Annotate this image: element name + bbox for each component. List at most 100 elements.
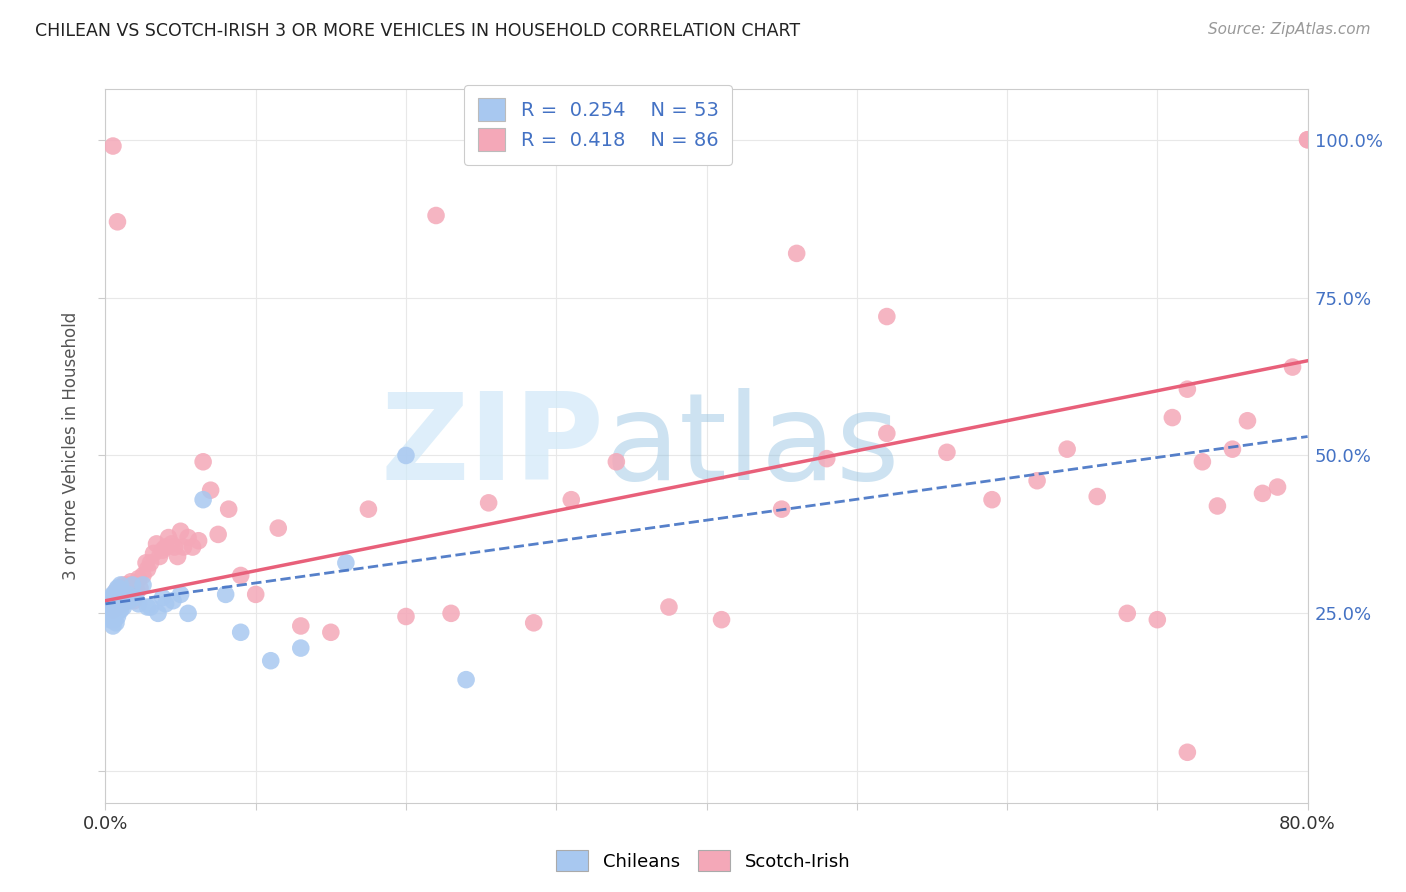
Point [128, 597, 150, 611]
Point [101, 591, 124, 605]
Point [110, 581, 132, 595]
Point [139, 556, 162, 570]
Point [100, 591, 122, 605]
Point [108, 603, 131, 617]
Point [395, 449, 418, 463]
Point [114, 591, 136, 605]
Point [125, 584, 148, 599]
Point [135, 556, 157, 570]
Point [115, 584, 138, 599]
Point [181, 540, 204, 554]
Point [214, 587, 236, 601]
Point [605, 455, 627, 469]
Point [1146, 613, 1168, 627]
Point [1296, 133, 1319, 147]
Point [876, 426, 898, 441]
Point [425, 209, 447, 223]
Point [145, 537, 167, 551]
Point [335, 556, 357, 570]
Point [162, 593, 184, 607]
Point [152, 591, 174, 605]
Point [118, 593, 141, 607]
Point [1161, 410, 1184, 425]
Point [290, 619, 312, 633]
Point [110, 603, 132, 617]
Point [658, 600, 681, 615]
Point [112, 600, 135, 615]
Point [103, 597, 125, 611]
Point [166, 549, 188, 564]
Point [815, 451, 838, 466]
Point [104, 597, 127, 611]
Point [523, 615, 546, 630]
Point [104, 603, 127, 617]
Point [111, 597, 134, 611]
Point [357, 502, 380, 516]
Point [115, 591, 138, 605]
Point [103, 613, 125, 627]
Point [1026, 474, 1049, 488]
Point [786, 246, 808, 260]
Point [560, 492, 582, 507]
Point [122, 593, 145, 607]
Point [107, 581, 129, 595]
Point [173, 540, 195, 554]
Point [146, 607, 169, 621]
Point [100, 600, 122, 615]
Point [770, 502, 793, 516]
Point [169, 524, 191, 539]
Point [103, 600, 125, 615]
Point [160, 537, 183, 551]
Point [218, 502, 240, 516]
Point [177, 607, 200, 621]
Point [1281, 360, 1303, 375]
Point [107, 609, 129, 624]
Point [157, 531, 180, 545]
Point [245, 587, 267, 601]
Point [117, 578, 139, 592]
Point [112, 578, 135, 592]
Point [110, 578, 132, 592]
Point [440, 607, 463, 621]
Text: Source: ZipAtlas.com: Source: ZipAtlas.com [1208, 22, 1371, 37]
Point [121, 578, 143, 592]
Point [124, 591, 146, 605]
Point [112, 593, 135, 607]
Legend: Chileans, Scotch-Irish: Chileans, Scotch-Irish [548, 843, 858, 879]
Point [120, 574, 142, 589]
Point [132, 578, 155, 592]
Point [139, 600, 162, 615]
Point [155, 540, 177, 554]
Point [104, 593, 127, 607]
Point [187, 533, 209, 548]
Point [107, 215, 129, 229]
Point [132, 568, 155, 582]
Point [1296, 133, 1319, 147]
Point [191, 455, 214, 469]
Point [229, 625, 252, 640]
Legend: R =  0.254    N = 53, R =  0.418    N = 86: R = 0.254 N = 53, R = 0.418 N = 86 [464, 85, 733, 164]
Point [98, 593, 121, 607]
Point [111, 584, 134, 599]
Point [936, 445, 959, 459]
Point [260, 654, 283, 668]
Point [1222, 442, 1244, 457]
Point [200, 483, 222, 498]
Point [111, 597, 134, 611]
Point [108, 581, 131, 595]
Point [148, 549, 170, 564]
Point [98, 597, 121, 611]
Point [128, 572, 150, 586]
Point [101, 587, 124, 601]
Point [107, 600, 129, 615]
Point [1085, 490, 1108, 504]
Point [101, 619, 124, 633]
Point [1116, 607, 1139, 621]
Point [1206, 499, 1229, 513]
Point [142, 546, 165, 560]
Point [1236, 414, 1258, 428]
Point [101, 139, 124, 153]
Point [114, 593, 136, 607]
Point [229, 568, 252, 582]
Y-axis label: 3 or more Vehicles in Household: 3 or more Vehicles in Household [62, 312, 80, 580]
